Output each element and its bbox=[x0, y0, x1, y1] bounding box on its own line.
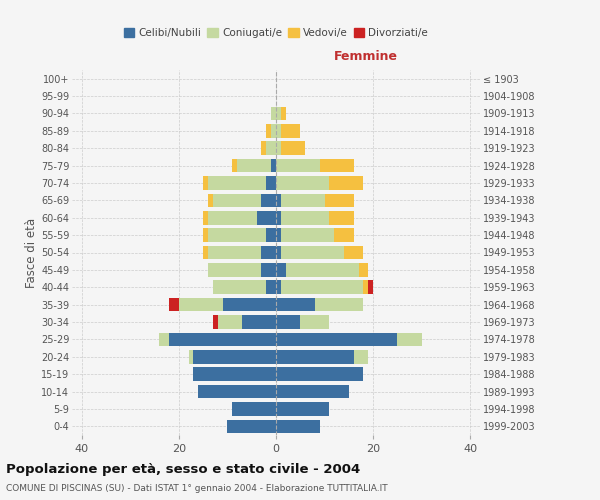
Bar bbox=[213, 280, 266, 294]
Bar bbox=[237, 159, 271, 172]
Bar bbox=[276, 211, 281, 224]
Text: COMUNE DI PISCINAS (SU) - Dati ISTAT 1° gennaio 2004 - Elaborazione TUTTITALIA.I: COMUNE DI PISCINAS (SU) - Dati ISTAT 1° … bbox=[6, 484, 388, 493]
Bar bbox=[276, 385, 349, 398]
Bar bbox=[276, 315, 300, 329]
Bar bbox=[276, 246, 281, 260]
Bar bbox=[193, 368, 276, 381]
Bar bbox=[188, 350, 193, 364]
Bar bbox=[266, 228, 276, 242]
Bar bbox=[281, 228, 334, 242]
Bar bbox=[276, 106, 281, 120]
Bar bbox=[198, 385, 276, 398]
Bar bbox=[281, 194, 325, 207]
Bar bbox=[266, 142, 276, 155]
Bar bbox=[344, 246, 364, 260]
Bar bbox=[276, 332, 397, 346]
Bar bbox=[208, 194, 213, 207]
Bar bbox=[266, 124, 271, 138]
Legend: Celibi/Nubili, Coniugati/e, Vedovi/e, Divorziati/e: Celibi/Nubili, Coniugati/e, Vedovi/e, Di… bbox=[119, 24, 433, 42]
Bar bbox=[329, 211, 354, 224]
Bar bbox=[218, 315, 242, 329]
Bar bbox=[169, 332, 276, 346]
Bar bbox=[368, 280, 373, 294]
Bar bbox=[257, 211, 276, 224]
Bar bbox=[232, 159, 237, 172]
Bar bbox=[271, 159, 276, 172]
Bar bbox=[281, 124, 300, 138]
Bar bbox=[227, 420, 276, 433]
Bar bbox=[276, 402, 329, 415]
Bar bbox=[203, 228, 208, 242]
Bar bbox=[276, 159, 320, 172]
Bar bbox=[223, 298, 276, 312]
Bar bbox=[281, 142, 305, 155]
Bar bbox=[262, 263, 276, 276]
Bar bbox=[203, 246, 208, 260]
Bar bbox=[262, 194, 276, 207]
Bar bbox=[397, 332, 422, 346]
Bar bbox=[300, 315, 329, 329]
Bar bbox=[193, 350, 276, 364]
Bar bbox=[276, 263, 286, 276]
Bar bbox=[213, 315, 218, 329]
Bar bbox=[281, 246, 344, 260]
Bar bbox=[276, 280, 281, 294]
Bar bbox=[364, 280, 368, 294]
Bar bbox=[276, 142, 281, 155]
Text: Popolazione per età, sesso e stato civile - 2004: Popolazione per età, sesso e stato civil… bbox=[6, 462, 360, 475]
Bar bbox=[169, 298, 179, 312]
Bar bbox=[276, 368, 364, 381]
Bar bbox=[203, 211, 208, 224]
Bar bbox=[359, 263, 368, 276]
Bar bbox=[276, 124, 281, 138]
Bar bbox=[213, 194, 262, 207]
Bar bbox=[276, 420, 320, 433]
Bar bbox=[208, 176, 266, 190]
Bar bbox=[179, 298, 223, 312]
Bar bbox=[315, 298, 364, 312]
Bar bbox=[208, 263, 262, 276]
Bar bbox=[276, 298, 315, 312]
Bar bbox=[276, 350, 354, 364]
Bar bbox=[276, 228, 281, 242]
Bar bbox=[208, 246, 262, 260]
Bar bbox=[262, 142, 266, 155]
Bar bbox=[208, 228, 266, 242]
Bar bbox=[266, 176, 276, 190]
Bar bbox=[320, 159, 354, 172]
Bar bbox=[242, 315, 276, 329]
Bar bbox=[276, 176, 329, 190]
Bar bbox=[286, 263, 359, 276]
Bar bbox=[281, 211, 329, 224]
Bar bbox=[325, 194, 354, 207]
Y-axis label: Anni di nascita: Anni di nascita bbox=[599, 209, 600, 296]
Bar bbox=[334, 228, 354, 242]
Bar bbox=[262, 246, 276, 260]
Bar bbox=[271, 124, 276, 138]
Bar bbox=[266, 280, 276, 294]
Bar bbox=[276, 194, 281, 207]
Bar bbox=[329, 176, 364, 190]
Bar bbox=[281, 106, 286, 120]
Y-axis label: Fasce di età: Fasce di età bbox=[25, 218, 38, 288]
Bar bbox=[208, 211, 257, 224]
Bar bbox=[232, 402, 276, 415]
Text: Femmine: Femmine bbox=[334, 50, 398, 62]
Bar bbox=[203, 176, 208, 190]
Bar bbox=[160, 332, 169, 346]
Bar bbox=[354, 350, 368, 364]
Bar bbox=[271, 106, 276, 120]
Bar bbox=[281, 280, 364, 294]
